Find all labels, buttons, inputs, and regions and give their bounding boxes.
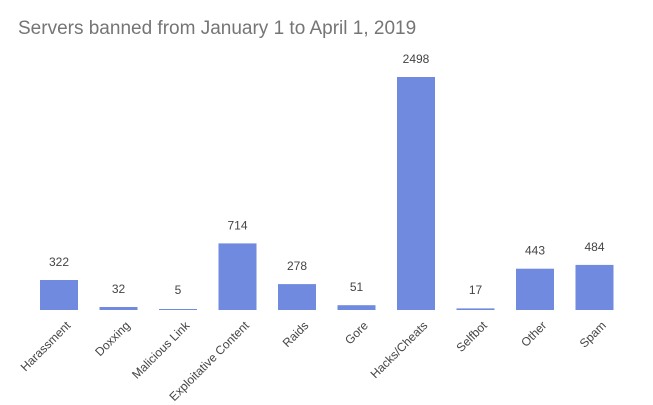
data-label-harassment: 322	[49, 255, 69, 269]
data-label-selfbot: 17	[469, 283, 483, 297]
tick-label-other: Other	[518, 318, 549, 349]
bar-raids	[278, 284, 316, 310]
tick-label-hacks-cheats: Hacks/Cheats	[368, 318, 431, 381]
bars-layer: 322 Harassment 32 Doxxing 5 Malicious Link 714…	[18, 52, 614, 404]
bar-doxxing	[99, 307, 138, 310]
tick-label-doxxing: Doxxing	[92, 318, 133, 359]
data-label-other: 443	[525, 244, 545, 258]
data-label-gore: 51	[350, 280, 364, 294]
bar-harassment	[40, 280, 78, 310]
data-label-hacks-cheats: 2498	[403, 52, 430, 66]
data-label-malicious-link: 5	[175, 283, 182, 297]
bar-hacks-cheats	[397, 77, 435, 310]
tick-label-raids: Raids	[280, 318, 312, 350]
tick-label-malicious-link: Malicious Link	[129, 318, 193, 382]
bar-exploitative-content	[218, 243, 257, 310]
bar-spam	[575, 264, 614, 310]
data-label-doxxing: 32	[112, 282, 126, 296]
bar-selfbot	[456, 308, 495, 310]
data-label-exploitative-content: 714	[227, 218, 247, 232]
data-label-raids: 278	[287, 259, 307, 273]
tick-label-harassment: Harassment	[18, 318, 74, 374]
tick-label-gore: Gore	[342, 318, 371, 347]
chart-title: Servers banned from January 1 to April 1…	[18, 18, 416, 39]
bar-other	[516, 268, 554, 310]
bar-gore	[337, 305, 376, 310]
bar-malicious-link	[159, 309, 197, 310]
data-label-spam: 484	[584, 240, 604, 254]
tick-label-spam: Spam	[577, 318, 609, 350]
tick-label-selfbot: Selfbot	[454, 318, 491, 355]
